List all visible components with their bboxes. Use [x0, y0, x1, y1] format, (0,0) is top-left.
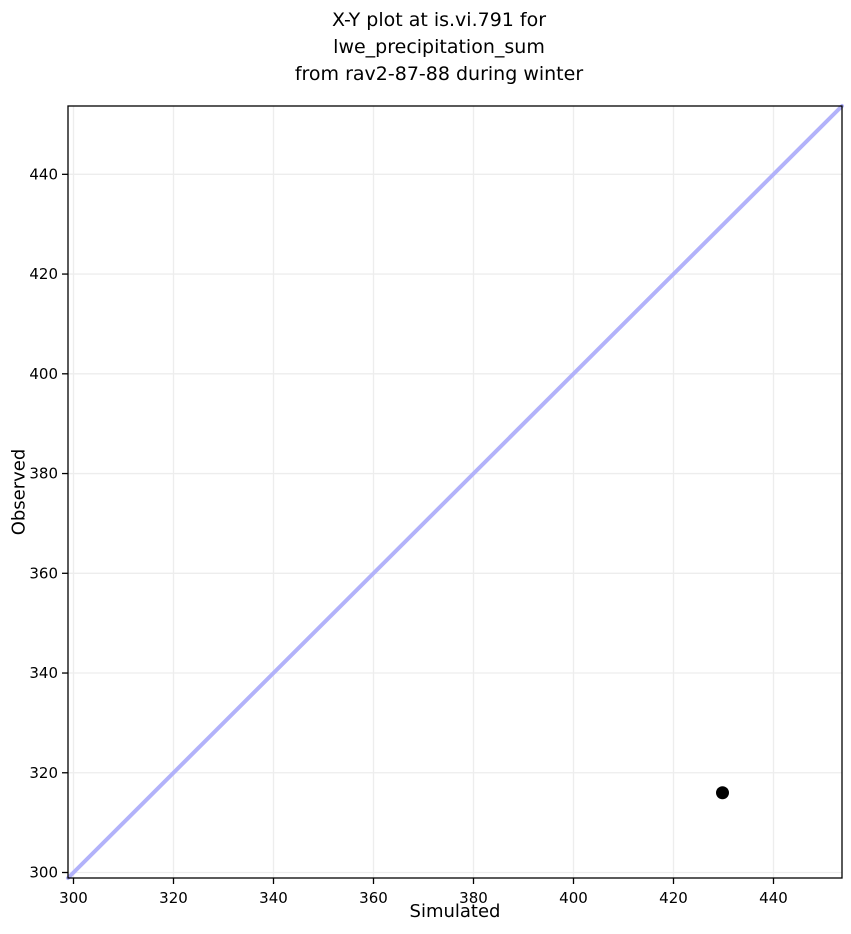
data-point [716, 786, 729, 800]
x-tick-label: 440 [759, 889, 788, 907]
plot-border [67, 105, 843, 879]
x-tick-label: 400 [559, 889, 588, 907]
x-tick-label: 380 [459, 889, 488, 907]
x-tick-label: 360 [359, 889, 388, 907]
y-tick-label: 420 [29, 265, 58, 283]
y-tick-label: 400 [29, 365, 58, 383]
identity-line [66, 104, 844, 880]
plot-title: X-Y plot at is.vi.791 for lwe_precipitat… [294, 9, 584, 85]
y-tick-label: 360 [29, 564, 58, 582]
x-axis-label: Simulated [409, 901, 501, 922]
x-tick-label: 420 [659, 889, 688, 907]
y-tick-label: 340 [29, 664, 58, 682]
y-tick-label: 380 [29, 465, 58, 483]
y-tick-label: 440 [29, 165, 58, 183]
y-tick-label: 300 [29, 864, 58, 882]
y-tick-label: 320 [29, 764, 58, 782]
x-tick-label: 300 [59, 889, 88, 907]
y-axis-label: Observed [8, 448, 30, 536]
x-tick-label: 320 [159, 889, 188, 907]
x-tick-label: 340 [259, 889, 288, 907]
